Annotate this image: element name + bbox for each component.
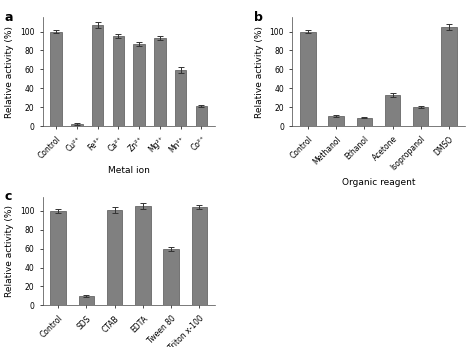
Bar <box>175 70 186 126</box>
Bar <box>135 206 151 305</box>
Bar <box>51 211 66 305</box>
Bar <box>113 36 124 126</box>
Bar <box>133 44 145 126</box>
X-axis label: Organic reagent: Organic reagent <box>342 178 415 187</box>
Bar <box>300 32 316 126</box>
Bar <box>79 296 94 305</box>
Bar <box>385 95 400 126</box>
Bar <box>441 27 456 126</box>
X-axis label: Metal ion: Metal ion <box>108 166 150 175</box>
Text: c: c <box>5 190 12 203</box>
Bar <box>107 210 122 305</box>
Text: b: b <box>255 11 264 24</box>
Bar <box>71 124 82 126</box>
Bar <box>164 249 179 305</box>
Bar <box>92 25 103 126</box>
Bar <box>51 32 62 126</box>
Bar <box>154 38 165 126</box>
Bar <box>328 116 344 126</box>
Y-axis label: Relative activity (%): Relative activity (%) <box>5 26 14 118</box>
Y-axis label: Relative activity (%): Relative activity (%) <box>5 205 14 297</box>
Bar <box>413 107 428 126</box>
Y-axis label: Relative activity (%): Relative activity (%) <box>255 26 264 118</box>
Bar <box>191 207 207 305</box>
Bar <box>356 118 372 126</box>
Text: a: a <box>5 11 13 24</box>
Bar <box>196 106 207 126</box>
